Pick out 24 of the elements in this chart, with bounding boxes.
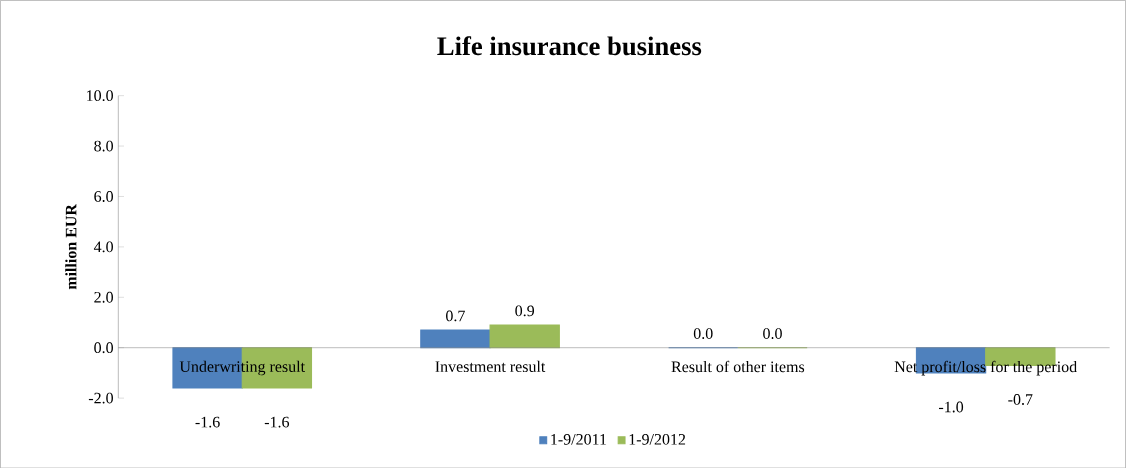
y-tick-label: 8.0	[94, 140, 113, 152]
legend-label: 1-9/2011	[551, 433, 607, 445]
x-tick-label: Investment result	[435, 360, 546, 372]
y-tick-label: 0.0	[94, 342, 113, 353]
data-label: 0.0	[763, 327, 782, 339]
data-label: -1.6	[264, 416, 290, 428]
data-label: 0.9	[515, 305, 535, 317]
y-tick-label: -2.0	[88, 392, 113, 404]
x-tick-label: Result of other items	[671, 360, 805, 372]
y-tick-label: 6.0	[94, 190, 113, 202]
data-label: -1.6	[195, 416, 220, 428]
y-tick-label: 4.0	[93, 241, 113, 253]
data-label: -0.7	[1008, 393, 1033, 405]
x-tick-label: Underwriting result	[179, 360, 305, 376]
bar	[420, 329, 491, 349]
chart-title: Life insurance business	[437, 35, 702, 56]
data-label: 0.0	[693, 327, 713, 339]
bar	[489, 324, 560, 349]
data-label: 0.7	[446, 310, 465, 322]
data-label: -1.0	[938, 401, 964, 413]
y-axis-title: million EUR	[65, 203, 77, 290]
y-tick-label: 2.0	[94, 291, 113, 303]
y-tick-label: 10.0	[87, 90, 113, 101]
legend-label: 1-9/2012	[629, 433, 686, 445]
